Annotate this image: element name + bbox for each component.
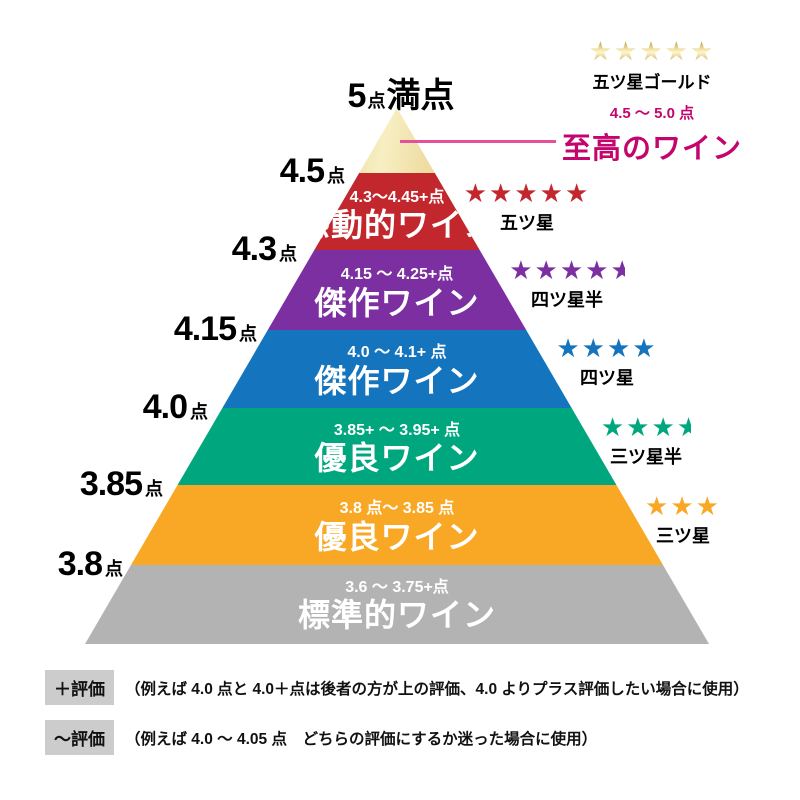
legend-term-badge: 〜評価 xyxy=(45,720,114,755)
rating-label: 四ツ星半 xyxy=(531,290,603,310)
tier-name: 傑作ワイン xyxy=(314,362,480,399)
axis-value: 4.5 xyxy=(279,152,325,190)
rating-three-half-stars: ★★★★ 三ツ星半 xyxy=(594,414,698,469)
callout-line xyxy=(400,140,556,143)
star-row-icon: ★★★★★ xyxy=(503,257,631,283)
rating-four-stars: ★★★★ 四ツ星 xyxy=(551,335,663,390)
full-stars-icon: ★★★★ xyxy=(556,333,658,363)
legend-tilde-rating: 〜評価 （例えば 4.0 ～ 4.05 点 どちらの評価にするか迷った場合に使用… xyxy=(45,720,597,755)
axis-label-3-8: 3.8 点 xyxy=(58,545,123,584)
tier-range: 4.3～4.45+点 xyxy=(349,188,445,206)
peak-score-title: 5点満点 xyxy=(326,68,476,117)
tier-range: 4.15 ～ 4.25+点 xyxy=(340,266,454,284)
star-row-icon: ★★★★ xyxy=(551,335,663,361)
axis-unit: 点 xyxy=(327,166,345,186)
full-stars-icon: ★★★ xyxy=(600,412,677,442)
legend-term-badge: ＋評価 xyxy=(45,670,114,705)
axis-label-3-85: 3.85 点 xyxy=(80,465,163,504)
rating-four-half-stars: ★★★★★ 四ツ星半 xyxy=(503,257,631,312)
tier-name: 優良ワイン xyxy=(314,518,480,555)
axis-label-4-3: 4.3 点 xyxy=(232,230,297,269)
rating-label: 三ツ星半 xyxy=(610,447,682,467)
tier-name: 標準的ワイン xyxy=(297,597,496,634)
rating-label: 三ツ星 xyxy=(656,526,710,546)
pyramid-tier-excellent-lower: 3.8 点～ 3.85 点 優良ワイン xyxy=(85,485,709,565)
rating-five-stars: ★★★★★ 五ツ星 xyxy=(462,180,592,235)
legend-description: （例えば 4.0 点と 4.0＋点は後者の方が上の評価、4.0 よりプラス評価し… xyxy=(125,680,749,698)
axis-label-4-5: 4.5 点 xyxy=(280,152,345,191)
axis-unit: 点 xyxy=(190,402,208,422)
half-star-icon: ★ xyxy=(676,414,692,440)
gold-tier-callout: ★★★★★ 五ツ星ゴールド 4.5 ～ 5.0 点 至高のワイン xyxy=(556,38,748,167)
legend-description: （例えば 4.0 ～ 4.05 点 どちらの評価にするか迷った場合に使用） xyxy=(125,730,598,748)
peak-score-suffix: 満点 xyxy=(386,77,455,115)
axis-value: 3.85 xyxy=(79,465,143,503)
tier-range: 3.85+ ～ 3.95+ 点 xyxy=(333,421,461,439)
full-stars-icon: ★★★★ xyxy=(509,255,611,285)
axis-unit: 点 xyxy=(239,324,257,344)
legend-plus-rating: ＋評価 （例えば 4.0 点と 4.0＋点は後者の方が上の評価、4.0 よりプラ… xyxy=(45,670,749,705)
star-row-icon: ★★★★ xyxy=(594,414,698,440)
axis-value: 4.0 xyxy=(142,388,188,426)
pyramid-tier-standard: 3.6 ～ 3.75+点 標準的ワイン xyxy=(85,565,709,644)
full-stars-icon: ★★★ xyxy=(645,491,721,521)
axis-value: 3.8 xyxy=(57,545,103,583)
half-star-icon: ★ xyxy=(610,257,625,283)
axis-value: 4.3 xyxy=(231,230,277,268)
gold-tier-star-label: 五ツ星ゴールド xyxy=(592,73,712,92)
rating-three-stars: ★★★ 三ツ星 xyxy=(641,493,725,548)
tier-name: 傑作ワイン xyxy=(314,284,480,321)
five-gold-stars-icon: ★★★★★ xyxy=(556,38,748,64)
star-row-icon: ★★★★★ xyxy=(462,180,592,206)
tier-range: 4.0 ～ 4.1+ 点 xyxy=(347,344,447,362)
star-row-icon: ★★★ xyxy=(641,493,725,519)
pyramid-tier-emotional: 4.3～4.45+点 感動的ワイン xyxy=(85,173,709,250)
tier-range: 3.6 ～ 3.75+点 xyxy=(345,578,449,596)
peak-score-unit: 点 xyxy=(367,91,386,111)
gold-tier-range: 4.5 ～ 5.0 点 xyxy=(609,105,695,122)
axis-label-4-15: 4.15 点 xyxy=(174,310,257,349)
axis-unit: 点 xyxy=(105,559,123,579)
axis-label-4-0: 4.0 点 xyxy=(143,388,208,427)
tier-name: 優良ワイン xyxy=(314,440,480,477)
axis-unit: 点 xyxy=(145,479,163,499)
peak-score-value: 5 xyxy=(347,77,367,115)
tier-range: 3.8 点～ 3.85 点 xyxy=(339,500,455,518)
rating-label: 四ツ星 xyxy=(580,368,634,388)
rating-label: 五ツ星 xyxy=(500,213,554,233)
axis-value: 4.15 xyxy=(173,310,237,348)
full-stars-icon: ★★★★★ xyxy=(463,178,591,208)
axis-unit: 点 xyxy=(279,244,297,264)
gold-tier-name: 至高のワイン xyxy=(561,133,742,165)
